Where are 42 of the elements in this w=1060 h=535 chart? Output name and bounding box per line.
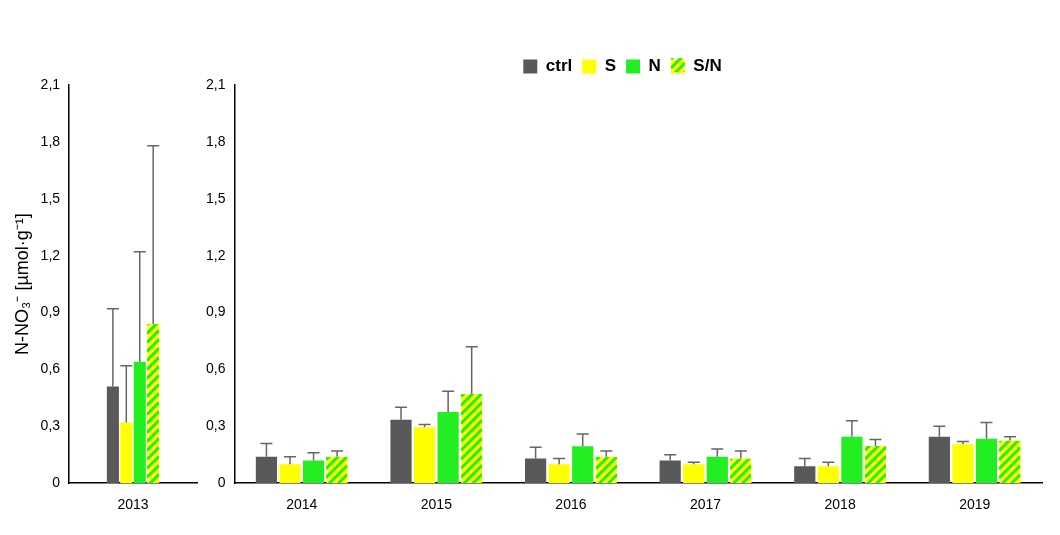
x-tick-label: 2018 — [824, 496, 856, 513]
legend-label: S/N — [693, 56, 722, 76]
bar — [548, 464, 570, 484]
bar — [659, 460, 681, 484]
y-tick-label: 0,3 — [40, 417, 61, 434]
x-tick-label: 2014 — [286, 496, 318, 513]
legend-label: N — [648, 56, 661, 76]
y-tick-label: 0,9 — [205, 303, 226, 320]
bar — [928, 436, 950, 484]
y-axis-title: N-NO₃⁻ [µmol·g⁻¹] — [11, 213, 32, 355]
y-tick-label: 0 — [52, 474, 61, 491]
y-tick-label: 1,2 — [205, 246, 226, 263]
bar — [413, 427, 436, 484]
y-tick-label: 2,1 — [205, 75, 226, 92]
bar — [106, 386, 119, 484]
bar — [683, 464, 705, 484]
legend-label: S — [604, 56, 617, 76]
bar — [817, 466, 839, 484]
y-tick-label: 1,8 — [205, 132, 226, 149]
y-tick-label: 0,3 — [205, 417, 226, 434]
y-tick-label: 0,6 — [40, 360, 61, 377]
legend-label: ctrl — [545, 56, 573, 76]
y-tick-label: 2,1 — [40, 75, 61, 92]
x-tick-label: 2019 — [959, 496, 991, 513]
y-tick-label: 1,5 — [40, 189, 61, 206]
y-tick-label: 1,5 — [205, 189, 226, 206]
x-tick-label: 2015 — [420, 496, 453, 513]
y-tick-label: 1,8 — [40, 132, 61, 149]
bar — [390, 419, 412, 484]
x-tick-label: 2013 — [117, 496, 149, 513]
bar — [525, 458, 547, 484]
bar — [255, 456, 278, 484]
bar — [952, 444, 974, 484]
bar — [794, 466, 816, 484]
x-tick-label: 2016 — [555, 496, 587, 513]
bar — [279, 464, 301, 484]
y-tick-label: 0 — [217, 474, 226, 491]
y-tick-label: 0,6 — [205, 360, 226, 377]
y-tick-label: 0,9 — [40, 303, 61, 320]
bar — [120, 422, 133, 484]
y-tick-label: 1,2 — [40, 246, 61, 263]
x-tick-label: 2017 — [689, 496, 722, 513]
